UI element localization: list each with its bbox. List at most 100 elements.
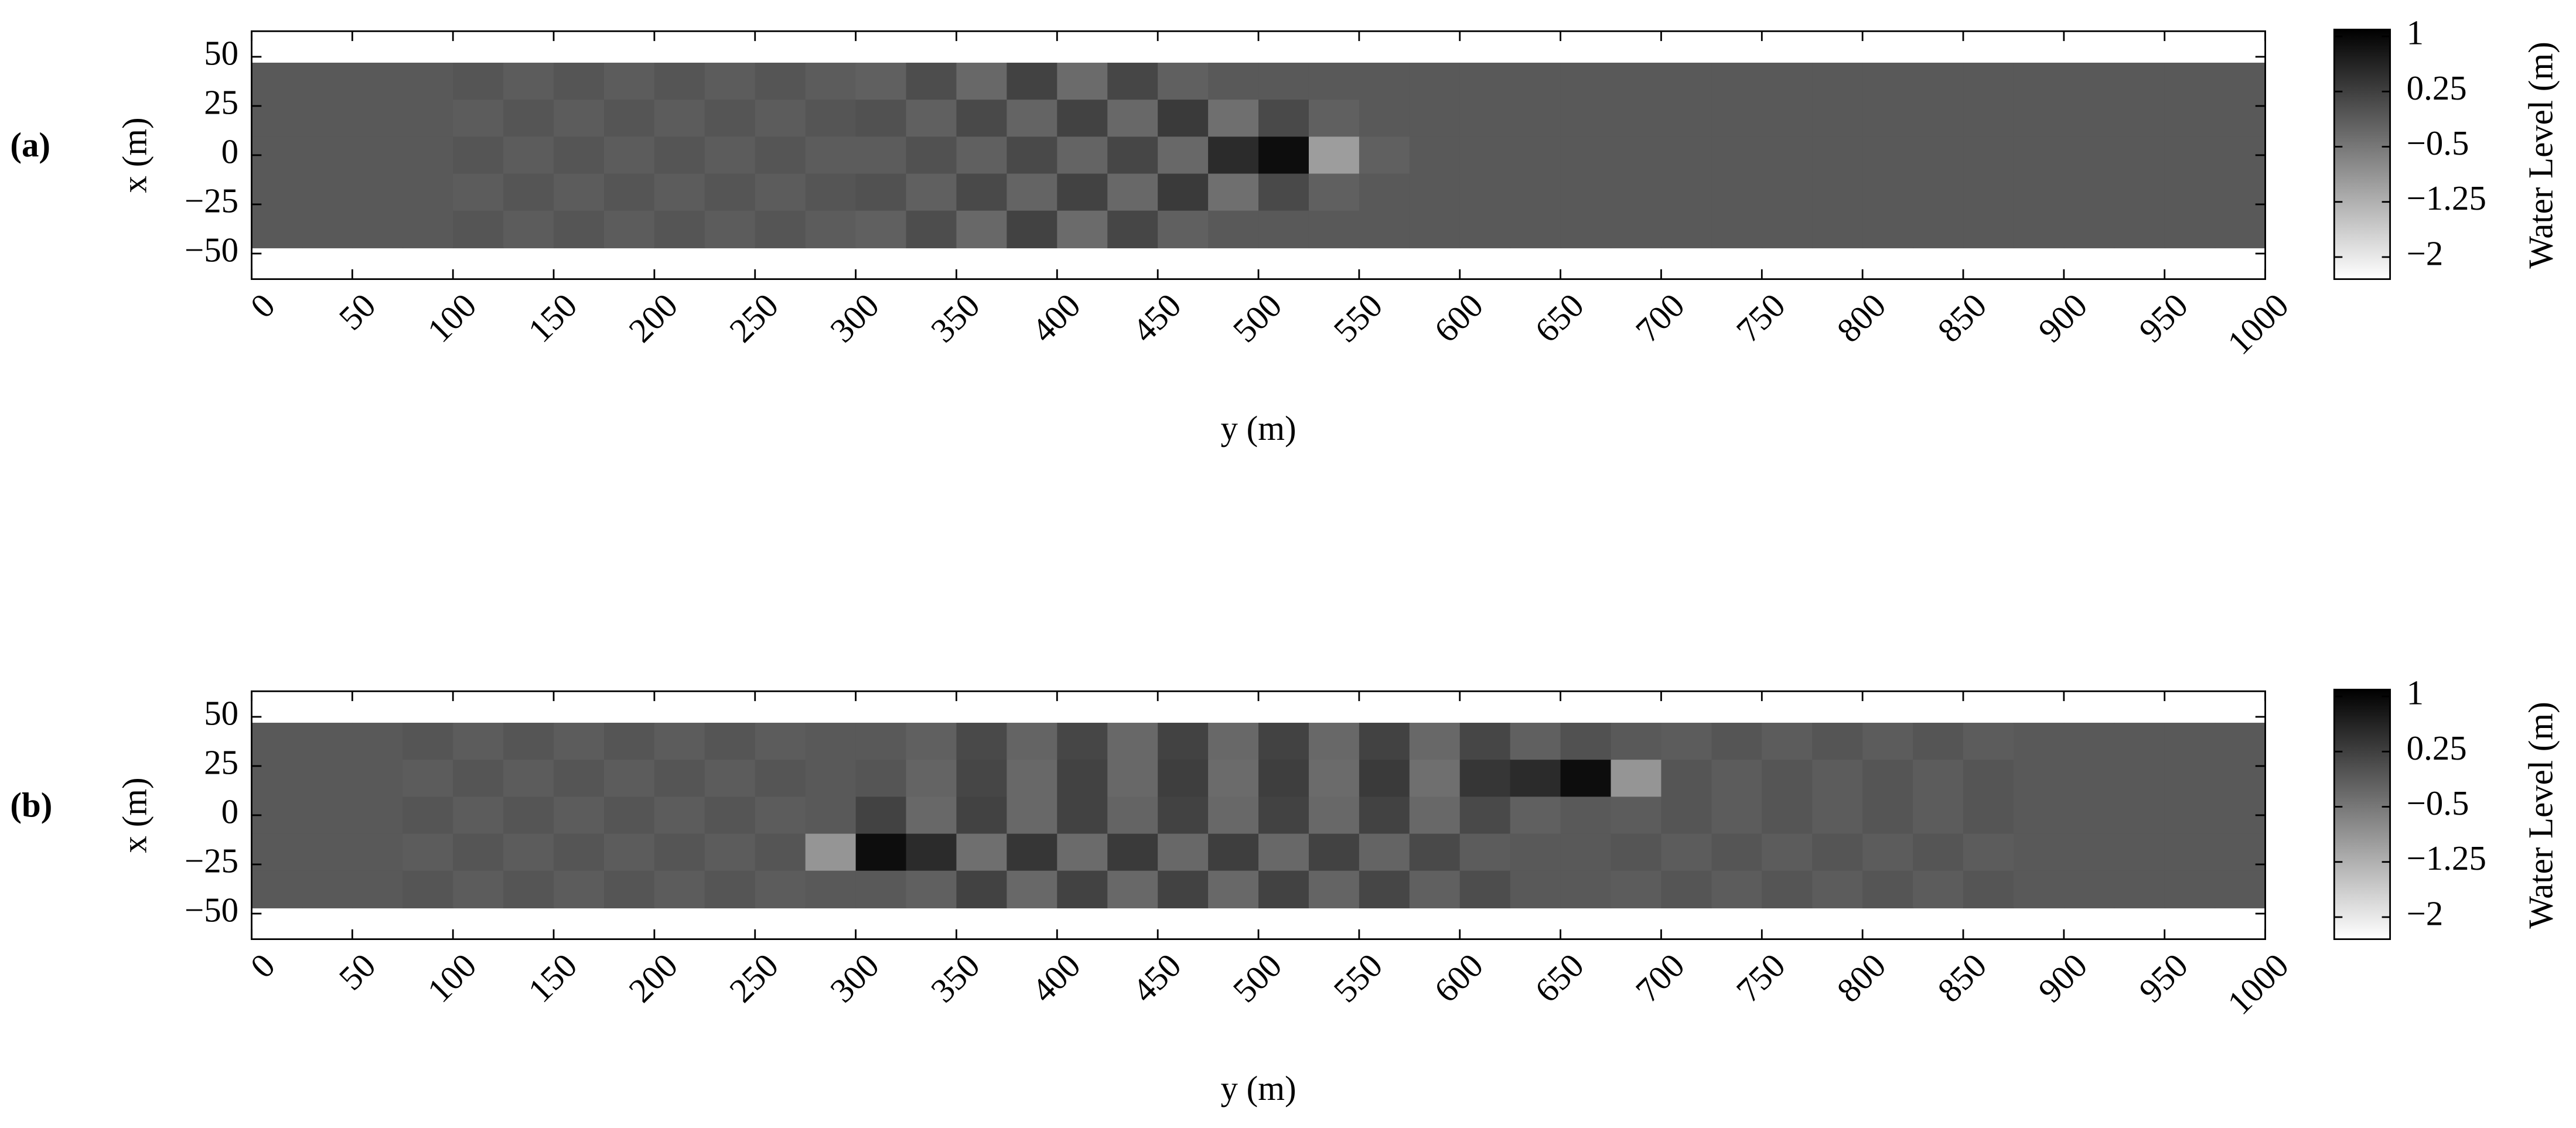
heatmap-cell — [352, 210, 404, 248]
heatmap-cell — [453, 723, 504, 761]
y-tick-label: 0 — [221, 132, 238, 170]
y-tick-label: 25 — [204, 743, 238, 781]
heatmap-cell — [2063, 136, 2115, 175]
heatmap-cell — [1006, 136, 1058, 175]
heatmap-cell — [1812, 870, 1864, 908]
heatmap-cell — [1308, 723, 1360, 761]
heatmap-cell — [1158, 136, 1209, 175]
heatmap-cell — [251, 210, 303, 248]
heatmap-cell — [2114, 723, 2165, 761]
x-tick-label: 750 — [1729, 286, 1792, 350]
heatmap-cell — [302, 797, 353, 835]
heatmap-cell — [855, 100, 907, 138]
heatmap-cell — [1107, 833, 1159, 871]
panel-label: (b) — [10, 786, 52, 824]
heatmap-cell — [2013, 723, 2065, 761]
heatmap-cell — [302, 173, 353, 211]
heatmap-cell — [1913, 63, 1964, 101]
heatmap-cell — [1560, 723, 1612, 761]
heatmap-cell — [855, 136, 907, 175]
heatmap-cell — [855, 760, 907, 798]
heatmap-cell — [1862, 723, 1914, 761]
heatmap-cell — [1258, 173, 1310, 211]
heatmap-cell — [2114, 100, 2165, 138]
heatmap-cell — [956, 63, 1008, 101]
heatmap-cell — [1510, 723, 1561, 761]
heatmap-cell — [956, 833, 1008, 871]
heatmap-cell — [2013, 833, 2065, 871]
heatmap-cell — [554, 63, 605, 101]
heatmap-cell — [1560, 833, 1612, 871]
heatmap-cell — [352, 797, 404, 835]
heatmap-cell — [1459, 63, 1511, 101]
heatmap-cell — [1308, 100, 1360, 138]
heatmap-cell — [1459, 723, 1511, 761]
heatmap-cell — [2164, 760, 2216, 798]
x-tick-label: 250 — [722, 946, 786, 1010]
heatmap-cell — [1057, 100, 1108, 138]
x-tick-label: 800 — [1830, 286, 1893, 350]
heatmap-cell — [1459, 870, 1511, 908]
heatmap-cell — [1762, 210, 1813, 248]
heatmap-cell — [654, 210, 705, 248]
heatmap-cell — [1459, 760, 1511, 798]
heatmap-cell — [755, 136, 806, 175]
heatmap-cell — [2164, 100, 2216, 138]
heatmap-cell — [453, 797, 504, 835]
heatmap-cell — [1762, 136, 1813, 175]
heatmap-cell — [603, 797, 656, 835]
heatmap-cell — [855, 833, 907, 871]
heatmap-cell — [402, 760, 454, 798]
heatmap-cell — [1862, 100, 1914, 138]
colorbar-tick-label: 0.25 — [2407, 69, 2467, 107]
heatmap-cell — [1107, 723, 1159, 761]
heatmap-cell — [704, 210, 756, 248]
x-tick-label: 700 — [1628, 286, 1691, 350]
heatmap-cell — [2215, 723, 2266, 761]
heatmap-cell — [2215, 63, 2266, 101]
heatmap-cell — [1661, 210, 1712, 248]
heatmap-cell — [1308, 797, 1360, 835]
heatmap-cell — [1913, 210, 1964, 248]
heatmap-cell — [503, 210, 555, 248]
heatmap-cell — [1611, 760, 1662, 798]
heatmap-cell — [1107, 63, 1159, 101]
heatmap-cell — [1661, 797, 1712, 835]
heatmap-cell — [906, 210, 957, 248]
heatmap-cell — [1107, 100, 1159, 138]
heatmap-cell — [1359, 173, 1410, 211]
heatmap-cell — [2114, 797, 2165, 835]
heatmap-cell — [755, 833, 806, 871]
heatmap-cell — [1258, 136, 1310, 175]
heatmap-cell — [402, 833, 454, 871]
heatmap-cell — [1661, 136, 1712, 175]
heatmap-cell — [1963, 210, 2015, 248]
heatmap-cell — [402, 136, 454, 175]
heatmap-cell — [1409, 760, 1461, 798]
heatmap-cell — [1812, 833, 1864, 871]
heatmap-cell — [1158, 870, 1209, 908]
heatmap-cell — [1611, 100, 1662, 138]
heatmap-cell — [1308, 63, 1360, 101]
heatmap-cell — [2114, 63, 2165, 101]
heatmap-cell — [251, 833, 303, 871]
heatmap-cell — [755, 797, 806, 835]
heatmap-cell — [2063, 797, 2115, 835]
heatmap-cell — [503, 797, 555, 835]
heatmap-cell — [1359, 723, 1410, 761]
heatmap-cell — [1812, 210, 1864, 248]
heatmap-cell — [654, 760, 705, 798]
heatmap-cell — [1006, 760, 1058, 798]
heatmap-cell — [956, 210, 1008, 248]
heatmap-cell — [2063, 173, 2115, 211]
heatmap-cell — [1510, 63, 1561, 101]
heatmap-cell — [906, 797, 957, 835]
heatmap-cell — [1258, 63, 1310, 101]
heatmap-cell — [503, 173, 555, 211]
heatmap-cell — [1762, 833, 1813, 871]
heatmap-cell — [906, 833, 957, 871]
heatmap-cell — [453, 173, 504, 211]
heatmap-cell — [805, 723, 857, 761]
heatmap-cell — [1258, 210, 1310, 248]
heatmap-cell — [1510, 797, 1561, 835]
